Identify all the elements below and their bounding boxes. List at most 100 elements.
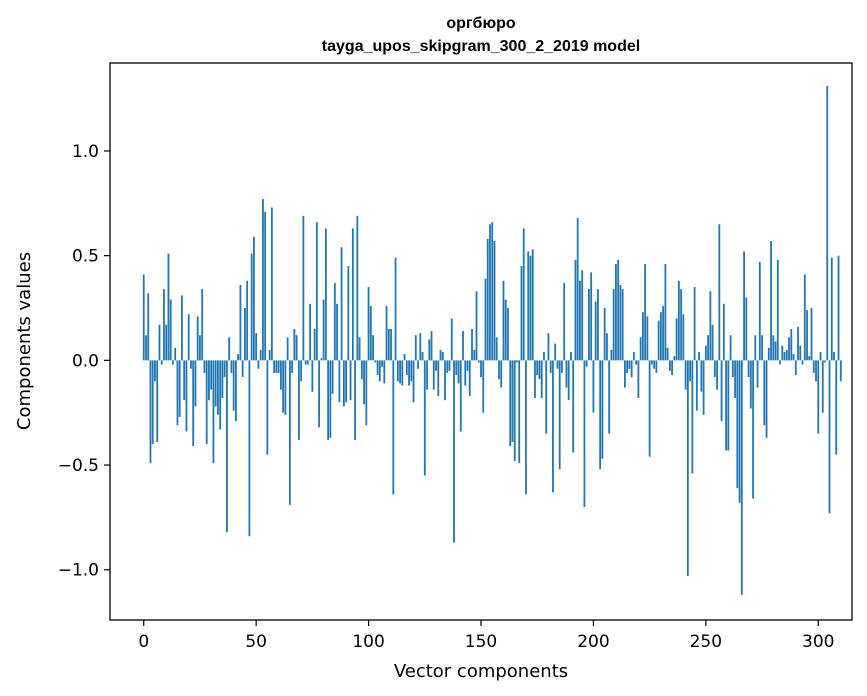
bar: [365, 360, 368, 426]
bar: [655, 360, 658, 373]
bar: [707, 335, 709, 361]
bar: [320, 358, 323, 361]
bar: [486, 238, 489, 361]
x-axis-label: Vector components: [394, 661, 568, 682]
bar: [414, 335, 417, 361]
bar: [507, 308, 509, 361]
bar: [626, 360, 629, 373]
bar: [147, 293, 150, 361]
bar: [590, 272, 593, 361]
bar: [531, 249, 534, 361]
bar: [554, 343, 557, 361]
bar: [617, 259, 620, 361]
bar: [722, 303, 725, 361]
y-tick-label: 0.0: [72, 351, 99, 371]
bar: [543, 351, 545, 361]
bar: [426, 360, 428, 390]
bar: [695, 360, 698, 411]
bar: [167, 253, 170, 361]
bar: [720, 360, 723, 422]
bar: [493, 240, 496, 361]
bar: [199, 335, 201, 361]
bar: [711, 324, 714, 361]
bar: [401, 360, 404, 386]
bar: [480, 360, 482, 378]
bar: [518, 360, 521, 463]
bar: [333, 282, 336, 361]
bar: [785, 349, 788, 361]
bar: [396, 360, 399, 382]
bar: [354, 360, 356, 440]
bar: [826, 86, 829, 361]
bar: [435, 360, 437, 371]
bar: [169, 299, 172, 361]
bar: [315, 222, 318, 361]
bar: [385, 305, 388, 361]
bar: [237, 354, 240, 361]
bar: [156, 360, 159, 443]
bar: [421, 351, 424, 361]
x-tick-label: 300: [802, 632, 834, 652]
bar: [282, 360, 285, 413]
bar: [327, 360, 329, 440]
bar: [466, 360, 469, 371]
bar: [801, 360, 804, 365]
bar: [226, 360, 228, 533]
bar: [594, 301, 597, 361]
bar: [810, 308, 813, 361]
bar: [522, 228, 525, 361]
y-tick-label: 0.5: [72, 247, 99, 267]
bar: [266, 360, 269, 455]
x-tick-label: 0: [138, 632, 149, 652]
bar: [378, 360, 381, 382]
y-tick-label: −1.0: [58, 561, 99, 581]
bar: [633, 351, 635, 361]
bar: [556, 360, 559, 369]
bar: [588, 289, 590, 361]
bar: [729, 335, 732, 361]
bar: [347, 266, 350, 361]
bar: [450, 318, 453, 361]
bar: [498, 360, 500, 380]
bar: [462, 331, 464, 361]
bar: [217, 360, 219, 415]
bar: [610, 349, 613, 361]
bar: [659, 312, 662, 361]
bar: [749, 360, 752, 409]
bar: [662, 305, 665, 361]
bar: [208, 360, 210, 401]
bar: [716, 360, 718, 390]
bar: [653, 360, 656, 369]
bar: [482, 360, 485, 413]
bar: [417, 360, 419, 369]
bar: [529, 255, 532, 361]
bar: [641, 312, 644, 361]
bar: [754, 335, 757, 361]
bar: [677, 280, 680, 361]
bar: [794, 360, 797, 376]
ticks-layer: 0 50 100 150 200 250 300 −1.0 −0.5 0.0 0.5 1.0: [58, 142, 835, 652]
bar: [702, 360, 705, 415]
bar: [322, 299, 325, 361]
bar: [423, 360, 426, 476]
bar: [538, 360, 541, 380]
x-tick-label: 100: [352, 632, 384, 652]
bar: [248, 360, 251, 537]
bar: [349, 360, 352, 401]
bar: [581, 270, 584, 361]
bar: [758, 261, 761, 361]
bar: [790, 328, 793, 361]
bar: [291, 360, 294, 373]
bars-layer: [142, 86, 842, 595]
bar: [369, 305, 372, 361]
chart-subtitle: tayga_upos_skipgram_300_2_2019 model: [322, 38, 640, 55]
bar: [475, 291, 478, 361]
bar: [567, 360, 570, 401]
bar: [176, 360, 179, 426]
bar: [734, 360, 736, 399]
x-tick-label: 200: [577, 632, 609, 652]
bar: [340, 247, 343, 361]
bar: [491, 222, 494, 361]
